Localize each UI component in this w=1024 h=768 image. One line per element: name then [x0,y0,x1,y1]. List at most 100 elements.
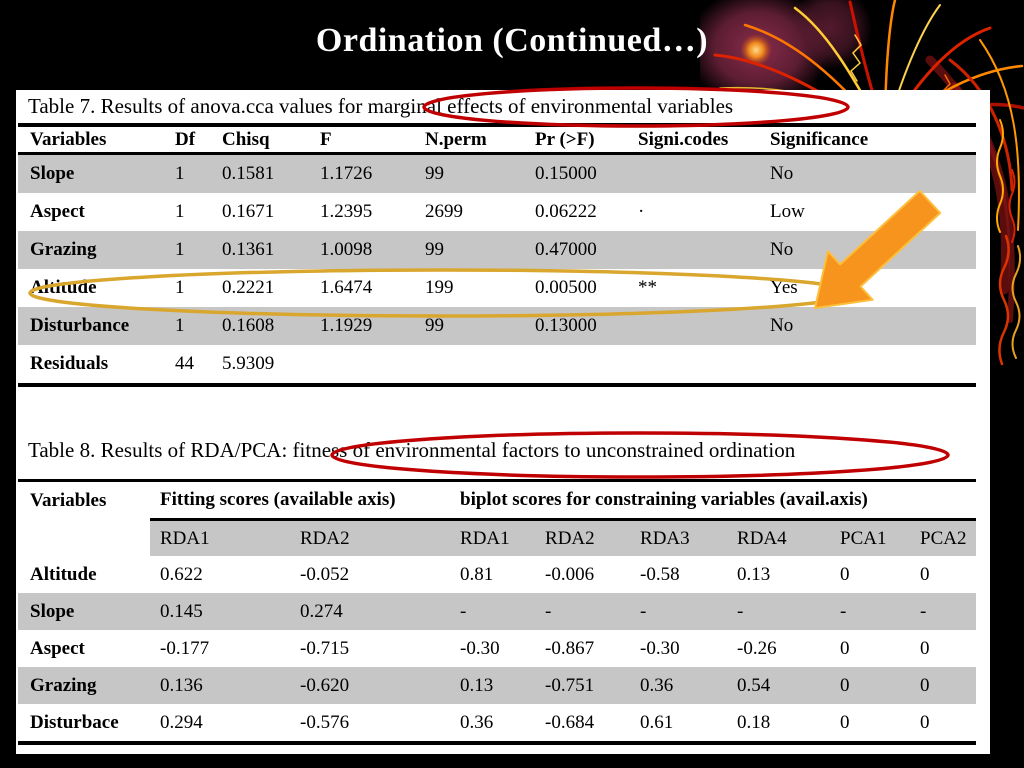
table8-axis-header: PCA2 [910,518,977,556]
table8-value-cell: 0.622 [160,563,203,585]
table7-value-cell: 0.13000 [535,315,597,336]
table8-value-cell: 0.145 [160,600,203,622]
table8-value-cell: - [460,600,467,622]
table8-value-cell: 0.13 [460,674,494,696]
table7-value-cell: 0.1361 [222,239,275,260]
table8-value-cell: -0.177 [160,637,210,659]
table8-value-cell: -0.30 [640,637,680,659]
table8-fitting-header: Fitting scores (available axis) [160,489,396,510]
table8-value-cell: 0.36 [460,711,494,733]
table7: Variables Df Chisq F N.perm Pr (>F) Signi.code… [18,123,976,387]
table8-axis-header: RDA1 [450,518,536,556]
table7-value-cell: 0.1671 [222,201,275,222]
table8-value-cell: 0.18 [737,711,771,733]
table7-column-header: Pr (>F) [525,125,628,155]
table7-variable-cell: Disturbance [30,315,130,336]
table8-axis-header: RDA3 [630,518,728,556]
table8-row: Disturbace 0.294 -0.576 0.36 -0.684 0.61 0.18 0… [18,704,976,743]
table8-value-cell: -0.006 [545,563,595,585]
table7-value-cell [415,345,525,385]
table8-row: Grazing 0.136 -0.620 0.13 -0.751 0.36 0.54 0 0 [18,667,977,704]
table8-value-cell: -0.576 [300,711,350,733]
table7-value-cell: 1.6474 [320,277,373,298]
table7-column-header: Variables [18,125,165,155]
table8-variable-cell: Altitude [30,563,97,585]
table7-value-cell: 1 [175,201,185,222]
table8-value-cell: - [640,600,647,622]
table7-value-cell: 0.1581 [222,163,275,184]
table7-value-cell: 0.2221 [222,277,275,298]
table8-value-cell: -0.26 [737,637,777,659]
table8-value-cell: 0 [920,637,930,659]
table7-header-row: Variables Df Chisq F N.perm Pr (>F) Signi.code… [18,125,976,155]
table7-value-cell: 0.15000 [535,163,597,184]
table7-row: Slope 1 0.1581 1.1726 99 0.15000 No [18,153,976,193]
table7-value-cell: 99 [425,163,444,184]
table8-row: Aspect -0.177 -0.715 -0.30 -0.867 -0.30 -0.26 0… [18,630,976,667]
table8-variable-cell: Aspect [30,637,85,659]
table7-row: Aspect 1 0.1671 1.2395 2699 0.06222 · Low [18,193,976,231]
table8-value-cell: - [840,600,847,622]
table7-row: Grazing 1 0.1361 1.0098 99 0.47000 No [18,231,976,269]
table7-value-cell [628,307,760,345]
table8-variable-cell: Slope [30,600,75,622]
table7-variable-cell: Grazing [30,239,97,260]
table7-column-header: N.perm [415,125,525,155]
table8-value-cell: 0.274 [300,600,343,622]
table8-value-cell: 0 [920,563,930,585]
table7-value-cell: 1.1929 [320,315,373,336]
table7-value-cell [760,345,976,385]
table8-group-header-row: Variables Fitting scores (available axis… [18,481,976,520]
table8-value-cell: 0.13 [737,563,771,585]
table8-value-cell: -0.620 [300,674,350,696]
table7-value-cell: No [770,163,794,184]
table8: Variables Fitting scores (available axis… [18,479,977,745]
table7-value-cell: 99 [425,315,444,336]
table8-value-cell: 0 [840,563,850,585]
table8-variable-cell: Disturbace [30,711,119,733]
table8-value-cell: -0.867 [545,637,595,659]
table7-value-cell: 1 [175,315,185,336]
table8-axis-header: RDA2 [535,518,631,556]
table8-value-cell: -0.052 [300,563,350,585]
table7-column-header: F [310,125,415,155]
table8-value-cell: 0 [840,674,850,696]
table7-column-header: Chisq [212,125,310,155]
table7-row: Disturbance 1 0.1608 1.1929 99 0.13000 No [18,307,976,345]
table8-value-cell: - [737,600,744,622]
table7-row: Residuals 44 5.9309 [18,345,976,385]
table7-variable-cell: Altitude [30,277,97,298]
table7-caption: Table 7. Results of anova.cca values for… [28,94,734,118]
table8-value-cell: 0 [920,711,930,733]
table8-row: Altitude 0.622 -0.052 0.81 -0.006 -0.58 0.13 0 0 [18,556,976,593]
table8-value-cell: 0.61 [640,711,674,733]
firework-glow [788,0,872,70]
table7-value-cell: 1 [175,239,185,260]
table7-column-header: Signi.codes [628,125,760,155]
table7-value-cell: 0.47000 [535,239,597,260]
table8-value-cell: -0.30 [460,637,500,659]
table7-variable-cell: Slope [30,163,75,184]
table7-value-cell: 99 [425,239,444,260]
table8-value-cell: -0.751 [545,674,595,696]
table8-axis-header: PCA1 [830,518,911,556]
table7-value-cell: 44 [175,353,194,374]
content-panel: Table 7. Results of anova.cca values for… [16,90,990,754]
table7-column-header: Df [165,125,212,155]
table7-value-cell: ** [638,277,657,298]
firework-core [740,34,772,66]
table8-value-cell: 0.294 [160,711,203,733]
table7-value-cell: · [638,201,645,222]
table8-value-cell: 0 [920,674,930,696]
table7-value-cell: No [770,239,794,260]
table8-value-cell: - [920,600,927,622]
table8-subheader-row: RDA1 RDA2 RDA1 RDA2 RDA3 RDA4 PCA1 PCA2 [18,518,977,556]
table7-value-cell: 1.1726 [320,163,373,184]
table8-value-cell: 0.136 [160,674,203,696]
slide-title: Ordination (Continued…) [315,22,709,59]
table7-value-cell [525,345,628,385]
table7-value-cell: Low [770,201,805,222]
table7-value-cell: No [770,315,794,336]
table7-value-cell: 2699 [425,201,463,222]
